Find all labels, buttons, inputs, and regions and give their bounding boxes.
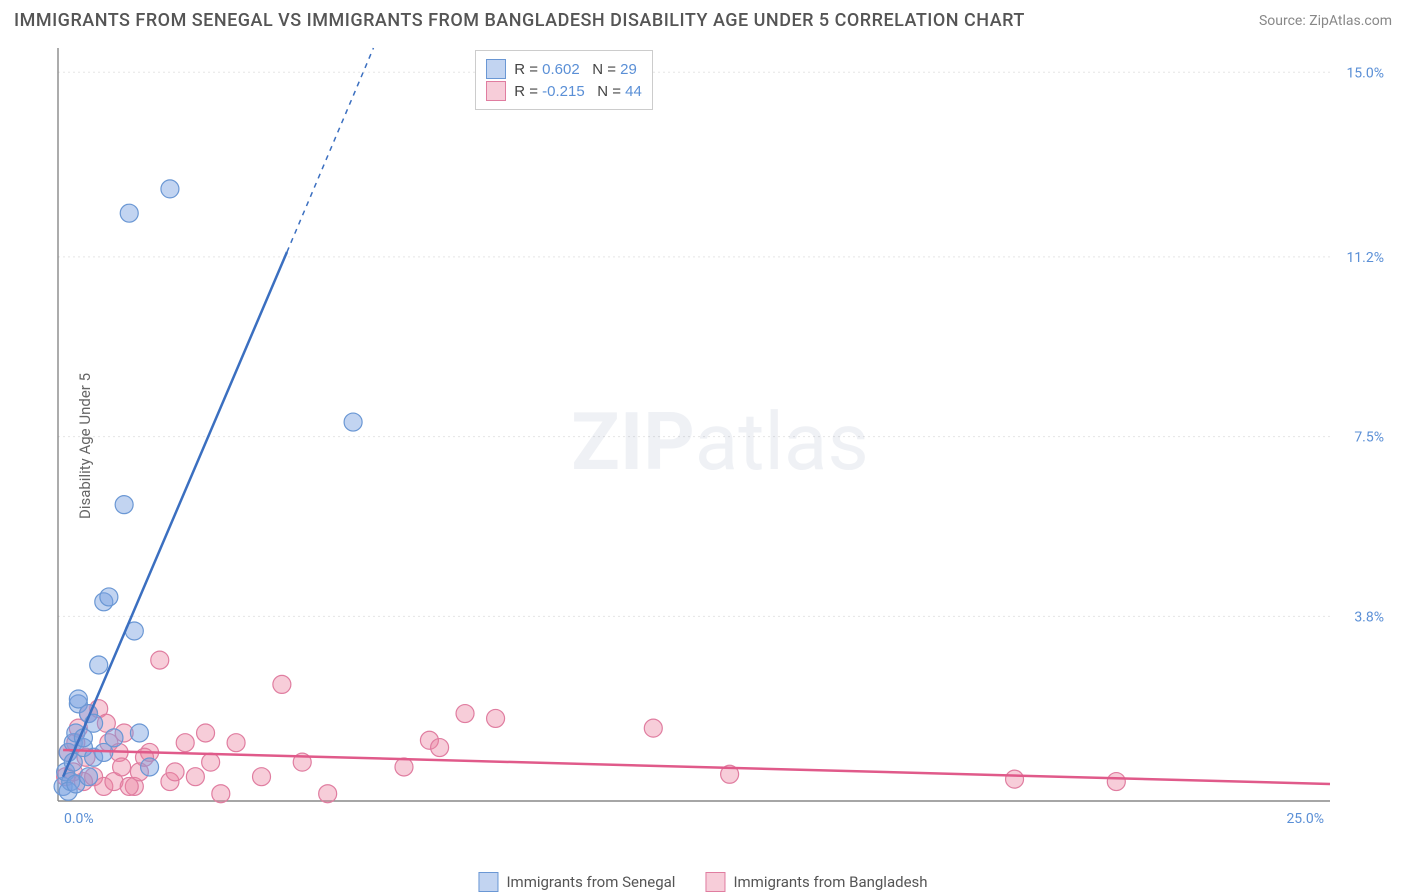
stats-text: R = 0.602 N = 29	[514, 61, 637, 78]
scatter-plot: 3.8%7.5%11.2%15.0%0.0%25.0% ZIPatlas R =…	[50, 44, 1390, 839]
data-point-bangladesh	[395, 758, 413, 776]
data-point-bangladesh	[456, 705, 474, 723]
stats-text: R = -0.215 N = 44	[514, 83, 642, 100]
data-point-bangladesh	[1006, 770, 1024, 788]
data-point-bangladesh	[644, 719, 662, 737]
data-point-bangladesh	[120, 777, 138, 795]
data-point-bangladesh	[113, 758, 131, 776]
chart-title: IMMIGRANTS FROM SENEGAL VS IMMIGRANTS FR…	[14, 10, 1025, 31]
chart-area: 3.8%7.5%11.2%15.0%0.0%25.0% ZIPatlas R =…	[50, 44, 1390, 839]
data-point-bangladesh	[487, 709, 505, 727]
swatch-bangladesh	[705, 872, 725, 892]
data-point-senegal	[115, 496, 133, 514]
x-tick-label: 25.0%	[1286, 811, 1324, 827]
stats-legend: R = 0.602 N = 29 R = -0.215 N = 44	[475, 50, 653, 110]
data-point-senegal	[344, 413, 362, 431]
source-attribution: Source: ZipAtlas.com	[1259, 13, 1392, 29]
data-point-bangladesh	[151, 651, 169, 669]
swatch-senegal	[478, 872, 498, 892]
trendline-senegal	[63, 252, 287, 777]
data-point-bangladesh	[431, 739, 449, 757]
data-point-bangladesh	[253, 768, 271, 786]
data-point-bangladesh	[186, 768, 204, 786]
data-point-bangladesh	[166, 763, 184, 781]
stats-legend-row: R = 0.602 N = 29	[486, 59, 642, 79]
data-point-bangladesh	[227, 734, 245, 752]
trendline-senegal-extrapolated	[287, 48, 373, 252]
swatch	[486, 81, 506, 101]
data-point-senegal	[100, 588, 118, 606]
data-point-bangladesh	[202, 753, 220, 771]
data-point-bangladesh	[197, 724, 215, 742]
data-point-senegal	[161, 180, 179, 198]
plot-svg: 3.8% 7.5% 11.2% 15.0% 0.0% 25.0%	[50, 44, 1390, 839]
data-point-senegal	[90, 656, 108, 674]
legend-item-bangladesh: Immigrants from Bangladesh	[705, 872, 927, 892]
data-point-bangladesh	[319, 785, 337, 803]
legend-label-senegal: Immigrants from Senegal	[506, 873, 675, 891]
stats-legend-row: R = -0.215 N = 44	[486, 81, 642, 101]
legend-label-bangladesh: Immigrants from Bangladesh	[733, 873, 927, 891]
y-tick-label: 11.2%	[1346, 250, 1384, 266]
data-point-bangladesh	[176, 734, 194, 752]
y-tick-label: 3.8%	[1354, 609, 1384, 625]
data-point-senegal	[105, 729, 123, 747]
data-point-bangladesh	[273, 675, 291, 693]
y-tick-label: 7.5%	[1354, 430, 1384, 446]
data-point-bangladesh	[1107, 773, 1125, 791]
bottom-legend: Immigrants from Senegal Immigrants from …	[478, 872, 927, 892]
data-point-senegal	[80, 768, 98, 786]
swatch	[486, 59, 506, 79]
x-tick-label: 0.0%	[64, 811, 94, 827]
y-tick-label: 15.0%	[1346, 65, 1384, 81]
legend-item-senegal: Immigrants from Senegal	[478, 872, 675, 892]
data-point-senegal	[130, 724, 148, 742]
data-point-senegal	[141, 758, 159, 776]
data-point-bangladesh	[212, 785, 230, 803]
data-point-senegal	[120, 204, 138, 222]
